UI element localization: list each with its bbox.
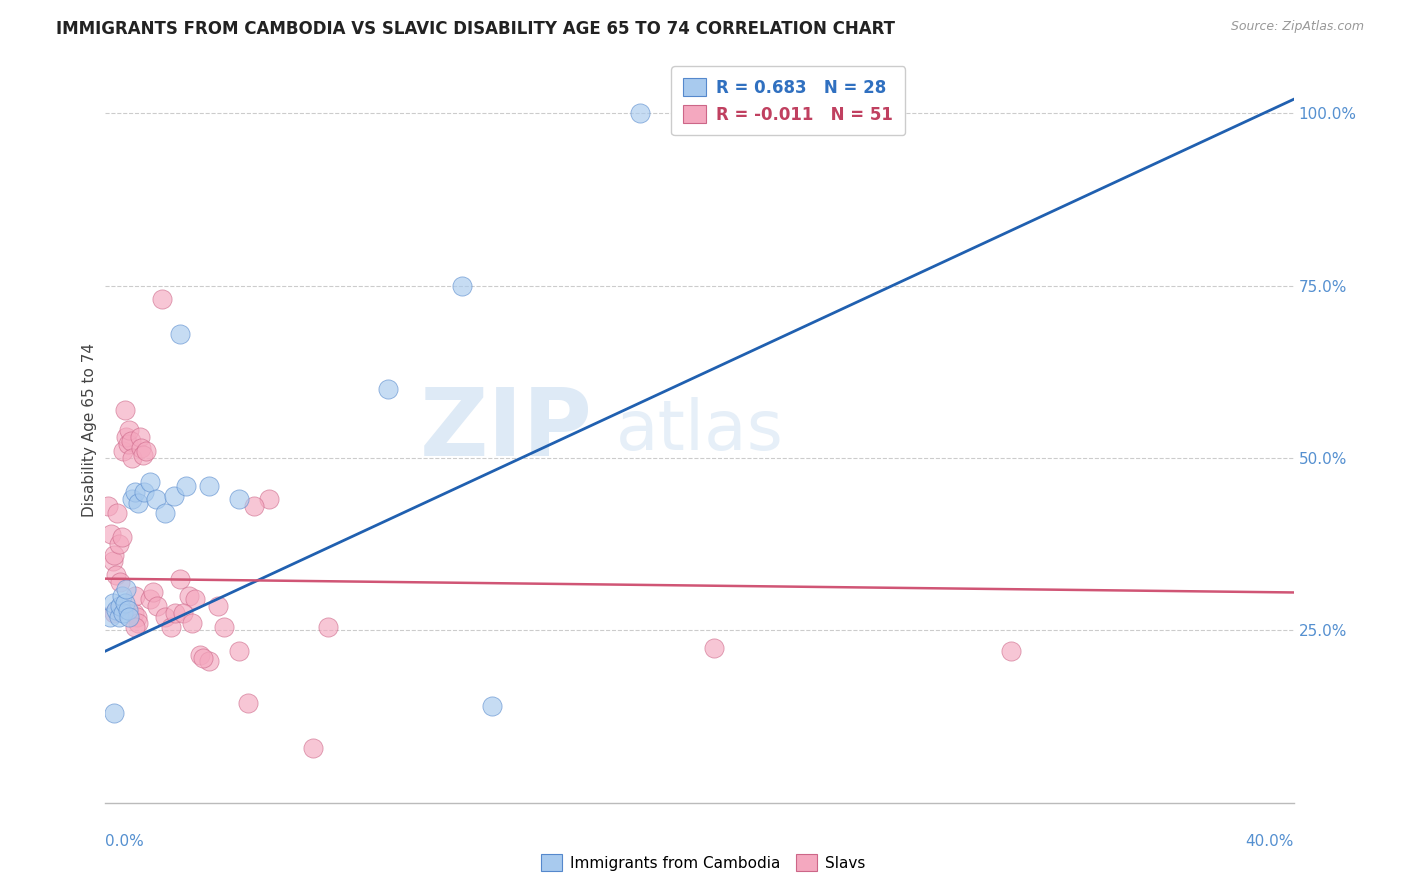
Point <box>103 548 125 562</box>
Text: IMMIGRANTS FROM CAMBODIA VS SLAVIC DISABILITY AGE 65 TO 74 CORRELATION CHART: IMMIGRANTS FROM CAMBODIA VS SLAVIC DISAB… <box>56 20 896 37</box>
Point <box>177 589 200 603</box>
Point <box>165 606 187 620</box>
Point <box>127 616 149 631</box>
Point <box>198 655 221 669</box>
Point <box>124 620 146 634</box>
Point <box>125 609 148 624</box>
Point <box>207 599 229 614</box>
Point <box>153 609 176 624</box>
Point <box>214 620 236 634</box>
Point <box>145 492 167 507</box>
Point <box>100 526 122 541</box>
Point <box>97 500 120 514</box>
Point <box>198 478 221 492</box>
Point <box>243 500 266 514</box>
Point <box>183 592 205 607</box>
Point <box>118 609 141 624</box>
Text: atlas: atlas <box>616 397 785 464</box>
Point <box>174 478 197 492</box>
Text: 40.0%: 40.0% <box>1246 834 1294 849</box>
Point <box>127 496 149 510</box>
Point <box>128 430 150 444</box>
Point <box>108 537 131 551</box>
Point <box>377 382 399 396</box>
Point <box>135 444 157 458</box>
Point <box>163 489 186 503</box>
Point <box>159 620 181 634</box>
Point <box>236 696 259 710</box>
Point <box>193 651 215 665</box>
Point <box>98 609 121 624</box>
Point <box>124 589 146 603</box>
Point <box>228 644 250 658</box>
Point <box>103 706 125 720</box>
Point <box>117 437 139 451</box>
Point <box>112 606 135 620</box>
Point <box>124 485 146 500</box>
Point <box>114 596 136 610</box>
Point <box>111 589 134 603</box>
Point <box>146 599 169 614</box>
Point <box>110 575 132 590</box>
Point <box>108 609 131 624</box>
Point <box>153 506 176 520</box>
Point <box>316 620 339 634</box>
Point <box>110 599 132 614</box>
Point <box>150 293 173 307</box>
Legend: Immigrants from Cambodia, Slavs: Immigrants from Cambodia, Slavs <box>534 848 872 877</box>
Point <box>132 485 155 500</box>
Point <box>105 506 128 520</box>
Point <box>121 450 143 465</box>
Point <box>131 448 153 462</box>
Point <box>302 740 325 755</box>
Point <box>111 530 134 544</box>
Point <box>101 596 124 610</box>
Text: Source: ZipAtlas.com: Source: ZipAtlas.com <box>1230 20 1364 33</box>
Point <box>139 592 162 607</box>
Point <box>450 278 472 293</box>
Point <box>190 648 212 662</box>
Legend: R = 0.683   N = 28, R = -0.011   N = 51: R = 0.683 N = 28, R = -0.011 N = 51 <box>672 66 905 136</box>
Point <box>122 606 145 620</box>
Point <box>169 572 191 586</box>
Point <box>169 326 191 341</box>
Point <box>104 568 127 582</box>
Point <box>129 441 152 455</box>
Point <box>628 106 651 120</box>
Point <box>118 424 141 438</box>
Point <box>481 699 503 714</box>
Point <box>120 434 142 448</box>
Point <box>103 606 125 620</box>
Point <box>112 444 135 458</box>
Point <box>228 492 250 507</box>
Point <box>703 640 725 655</box>
Point <box>104 603 127 617</box>
Point <box>121 492 143 507</box>
Point <box>172 606 194 620</box>
Point <box>142 585 165 599</box>
Point <box>1000 644 1022 658</box>
Point <box>139 475 162 489</box>
Y-axis label: Disability Age 65 to 74: Disability Age 65 to 74 <box>82 343 97 517</box>
Point <box>257 492 280 507</box>
Text: ZIP: ZIP <box>419 384 592 476</box>
Point <box>114 402 136 417</box>
Point <box>180 616 202 631</box>
Point <box>101 554 124 568</box>
Point <box>115 582 138 596</box>
Point <box>115 430 138 444</box>
Point <box>117 603 139 617</box>
Text: 0.0%: 0.0% <box>105 834 145 849</box>
